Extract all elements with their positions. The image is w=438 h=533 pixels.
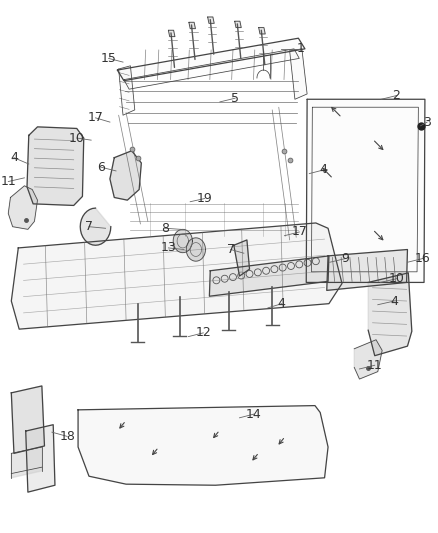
Polygon shape	[189, 22, 195, 29]
Polygon shape	[208, 17, 214, 23]
Text: 8: 8	[161, 222, 170, 235]
Text: 17: 17	[88, 111, 103, 124]
Polygon shape	[354, 340, 382, 379]
Polygon shape	[117, 38, 305, 80]
Text: 9: 9	[342, 252, 350, 265]
Polygon shape	[11, 386, 45, 454]
Text: 11: 11	[367, 359, 383, 372]
Polygon shape	[290, 49, 307, 99]
Text: 4: 4	[10, 151, 18, 164]
Text: 11: 11	[0, 175, 16, 188]
Text: 3: 3	[423, 116, 431, 128]
Text: 7: 7	[85, 220, 93, 233]
Polygon shape	[186, 238, 205, 261]
Polygon shape	[235, 21, 241, 28]
Polygon shape	[11, 447, 42, 478]
Text: 18: 18	[59, 430, 75, 443]
Polygon shape	[80, 208, 111, 245]
Polygon shape	[368, 273, 412, 356]
Text: 4: 4	[278, 297, 286, 310]
Text: 15: 15	[101, 52, 117, 65]
Text: 6: 6	[97, 161, 105, 174]
Polygon shape	[8, 186, 38, 229]
Text: 1: 1	[297, 42, 304, 55]
Polygon shape	[110, 151, 141, 200]
Text: 10: 10	[69, 132, 85, 144]
Text: 2: 2	[392, 89, 400, 102]
Polygon shape	[259, 28, 265, 34]
Polygon shape	[173, 229, 192, 253]
Text: 4: 4	[320, 164, 328, 176]
Text: 14: 14	[246, 408, 262, 421]
Text: 12: 12	[195, 326, 211, 340]
Text: 10: 10	[389, 272, 404, 285]
Text: 7: 7	[227, 243, 235, 256]
Text: 5: 5	[231, 92, 239, 104]
Text: 4: 4	[390, 295, 398, 308]
Text: 17: 17	[291, 225, 307, 238]
Polygon shape	[327, 249, 407, 290]
Text: 13: 13	[160, 241, 176, 254]
Text: 16: 16	[415, 252, 431, 265]
Polygon shape	[26, 425, 55, 492]
Text: 19: 19	[197, 192, 212, 205]
Polygon shape	[168, 30, 175, 37]
Polygon shape	[119, 66, 135, 115]
Polygon shape	[209, 256, 329, 296]
Polygon shape	[234, 240, 250, 276]
Polygon shape	[306, 99, 425, 282]
Polygon shape	[27, 127, 84, 205]
Polygon shape	[11, 223, 342, 329]
Polygon shape	[78, 406, 328, 485]
